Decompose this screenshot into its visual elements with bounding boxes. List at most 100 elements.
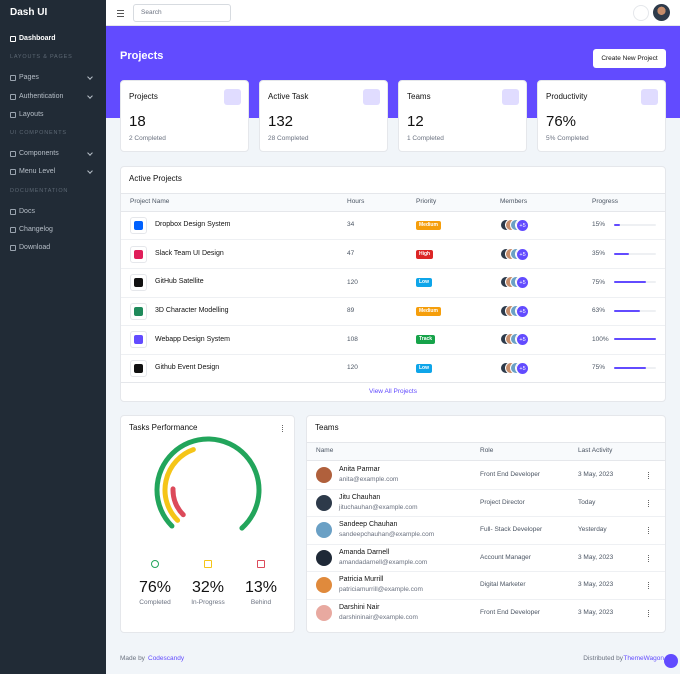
column-header: Priority: [416, 198, 437, 206]
notification-bell[interactable]: [633, 5, 649, 21]
member-name: Anita Parmar: [339, 466, 380, 474]
project-name: Github Event Design: [155, 364, 220, 372]
sidebar-link[interactable]: Components: [19, 150, 59, 158]
member-avatar: [316, 494, 332, 511]
search-placeholder: Search: [141, 9, 162, 17]
project-name: Dropbox Design System: [155, 221, 231, 229]
member-name: Jitu Chauhan: [339, 493, 381, 501]
project-name: 3D Character Modelling: [155, 306, 229, 314]
task-value: 32%: [191, 579, 225, 596]
sidebar-link[interactable]: Layouts: [19, 111, 44, 119]
member-avatar: [316, 522, 332, 538]
menu-icon-line[interactable]: [117, 13, 124, 14]
search-input[interactable]: [133, 4, 231, 22]
card-footer-divider: [121, 382, 665, 383]
progress-bar: [614, 281, 646, 284]
view-all-link[interactable]: View All Projects: [369, 388, 417, 395]
sidebar-link[interactable]: Changelog: [19, 226, 53, 234]
progress-label: 15%: [592, 221, 606, 229]
stat-value: 132: [268, 112, 294, 130]
member-last-activity: 3 May, 2023: [578, 553, 614, 561]
task-caption: In-Progress: [191, 599, 225, 606]
stat-icon: [502, 89, 519, 105]
members-more: +5: [516, 362, 529, 375]
project-hours: 120: [347, 364, 358, 372]
row-menu[interactable]: [648, 609, 650, 617]
sidebar-link[interactable]: Menu Level: [19, 168, 56, 176]
stat-value: 12: [407, 112, 424, 130]
stat-caption: 5% Completed: [546, 135, 589, 143]
project-name: Webapp Design System: [155, 335, 230, 343]
progress-label: 75%: [592, 364, 606, 372]
sidebar-link[interactable]: Pages: [19, 74, 39, 82]
stat-value: 18: [129, 112, 146, 130]
progress-bar: [614, 338, 656, 341]
sidebar-icon: [10, 112, 16, 118]
sidebar-link[interactable]: Dashboard: [19, 35, 56, 43]
member-name: Amanda Darnell: [339, 548, 390, 556]
member-role: Full- Stack Developer: [480, 526, 543, 534]
member-name: Patricia Murrill: [339, 576, 384, 584]
priority-badge: Track: [416, 335, 436, 345]
task-icon: [204, 560, 212, 568]
project-logo: [134, 335, 143, 345]
row-menu[interactable]: [648, 554, 650, 562]
priority-badge: Low: [416, 364, 432, 373]
stat-title: Productivity: [546, 92, 588, 102]
member-email: patriciamurrill@example.com: [339, 586, 423, 594]
row-menu[interactable]: [648, 582, 650, 589]
row-divider: [307, 598, 665, 600]
sidebar-icon: [10, 36, 16, 42]
footer-link[interactable]: ThemeWagon: [623, 655, 664, 662]
progress-label: 63%: [592, 307, 606, 315]
member-avatar: [316, 577, 332, 593]
row-divider: [121, 267, 665, 269]
card-title: Active Projects: [129, 174, 182, 184]
row-menu[interactable]: [648, 499, 650, 507]
column-header: Progress: [592, 198, 619, 206]
sidebar-section: DOCUMENTATION: [10, 188, 69, 195]
user-avatar[interactable]: [653, 4, 670, 21]
priority-badge: Low: [416, 278, 432, 288]
task-value: 76%: [138, 579, 172, 596]
member-last-activity: Today: [578, 498, 596, 506]
member-role: Front End Developer: [480, 471, 540, 479]
sidebar-icon: [10, 151, 16, 157]
column-header: Project Name: [130, 198, 170, 206]
stat-icon: [224, 89, 241, 105]
stat-title: Projects: [129, 92, 158, 102]
stat-value: 76%: [546, 112, 577, 130]
project-logo: [134, 278, 143, 288]
sidebar-link[interactable]: Docs: [19, 208, 35, 216]
create-project-button[interactable]: Create New Project: [593, 49, 666, 68]
footer-text: Distributed by: [583, 655, 623, 662]
project-name: GitHub Satellite: [155, 278, 204, 286]
kebab-menu[interactable]: [282, 425, 284, 432]
footer-link[interactable]: Codescandy: [148, 655, 185, 663]
row-divider: [307, 543, 665, 545]
table-header-bg: [307, 442, 665, 461]
footer-text: Made by: [120, 655, 145, 663]
stat-icon: [363, 89, 380, 105]
menu-icon-line[interactable]: [117, 10, 124, 11]
sidebar-link[interactable]: Authentication: [19, 93, 64, 101]
task-value: 13%: [244, 579, 278, 596]
row-menu[interactable]: [648, 472, 650, 479]
member-name: Darshini Nair: [339, 603, 380, 611]
sidebar-link[interactable]: Download: [19, 244, 51, 252]
sidebar: [0, 0, 106, 674]
progress-bar: [614, 252, 629, 255]
member-name: Sandeep Chauhan: [339, 521, 398, 529]
sidebar-icon: [10, 245, 16, 251]
members-more: +5: [516, 333, 529, 347]
project-logo: [134, 306, 143, 316]
sidebar-section: LAYOUTS & PAGES: [10, 54, 73, 61]
progress-label: 75%: [592, 278, 606, 286]
column-header: Hours: [347, 198, 365, 206]
project-hours: 108: [347, 335, 358, 343]
row-menu[interactable]: [648, 527, 650, 534]
stat-icon: [641, 89, 658, 105]
task-caption: Behind: [250, 599, 272, 606]
menu-icon-line[interactable]: [117, 16, 124, 17]
